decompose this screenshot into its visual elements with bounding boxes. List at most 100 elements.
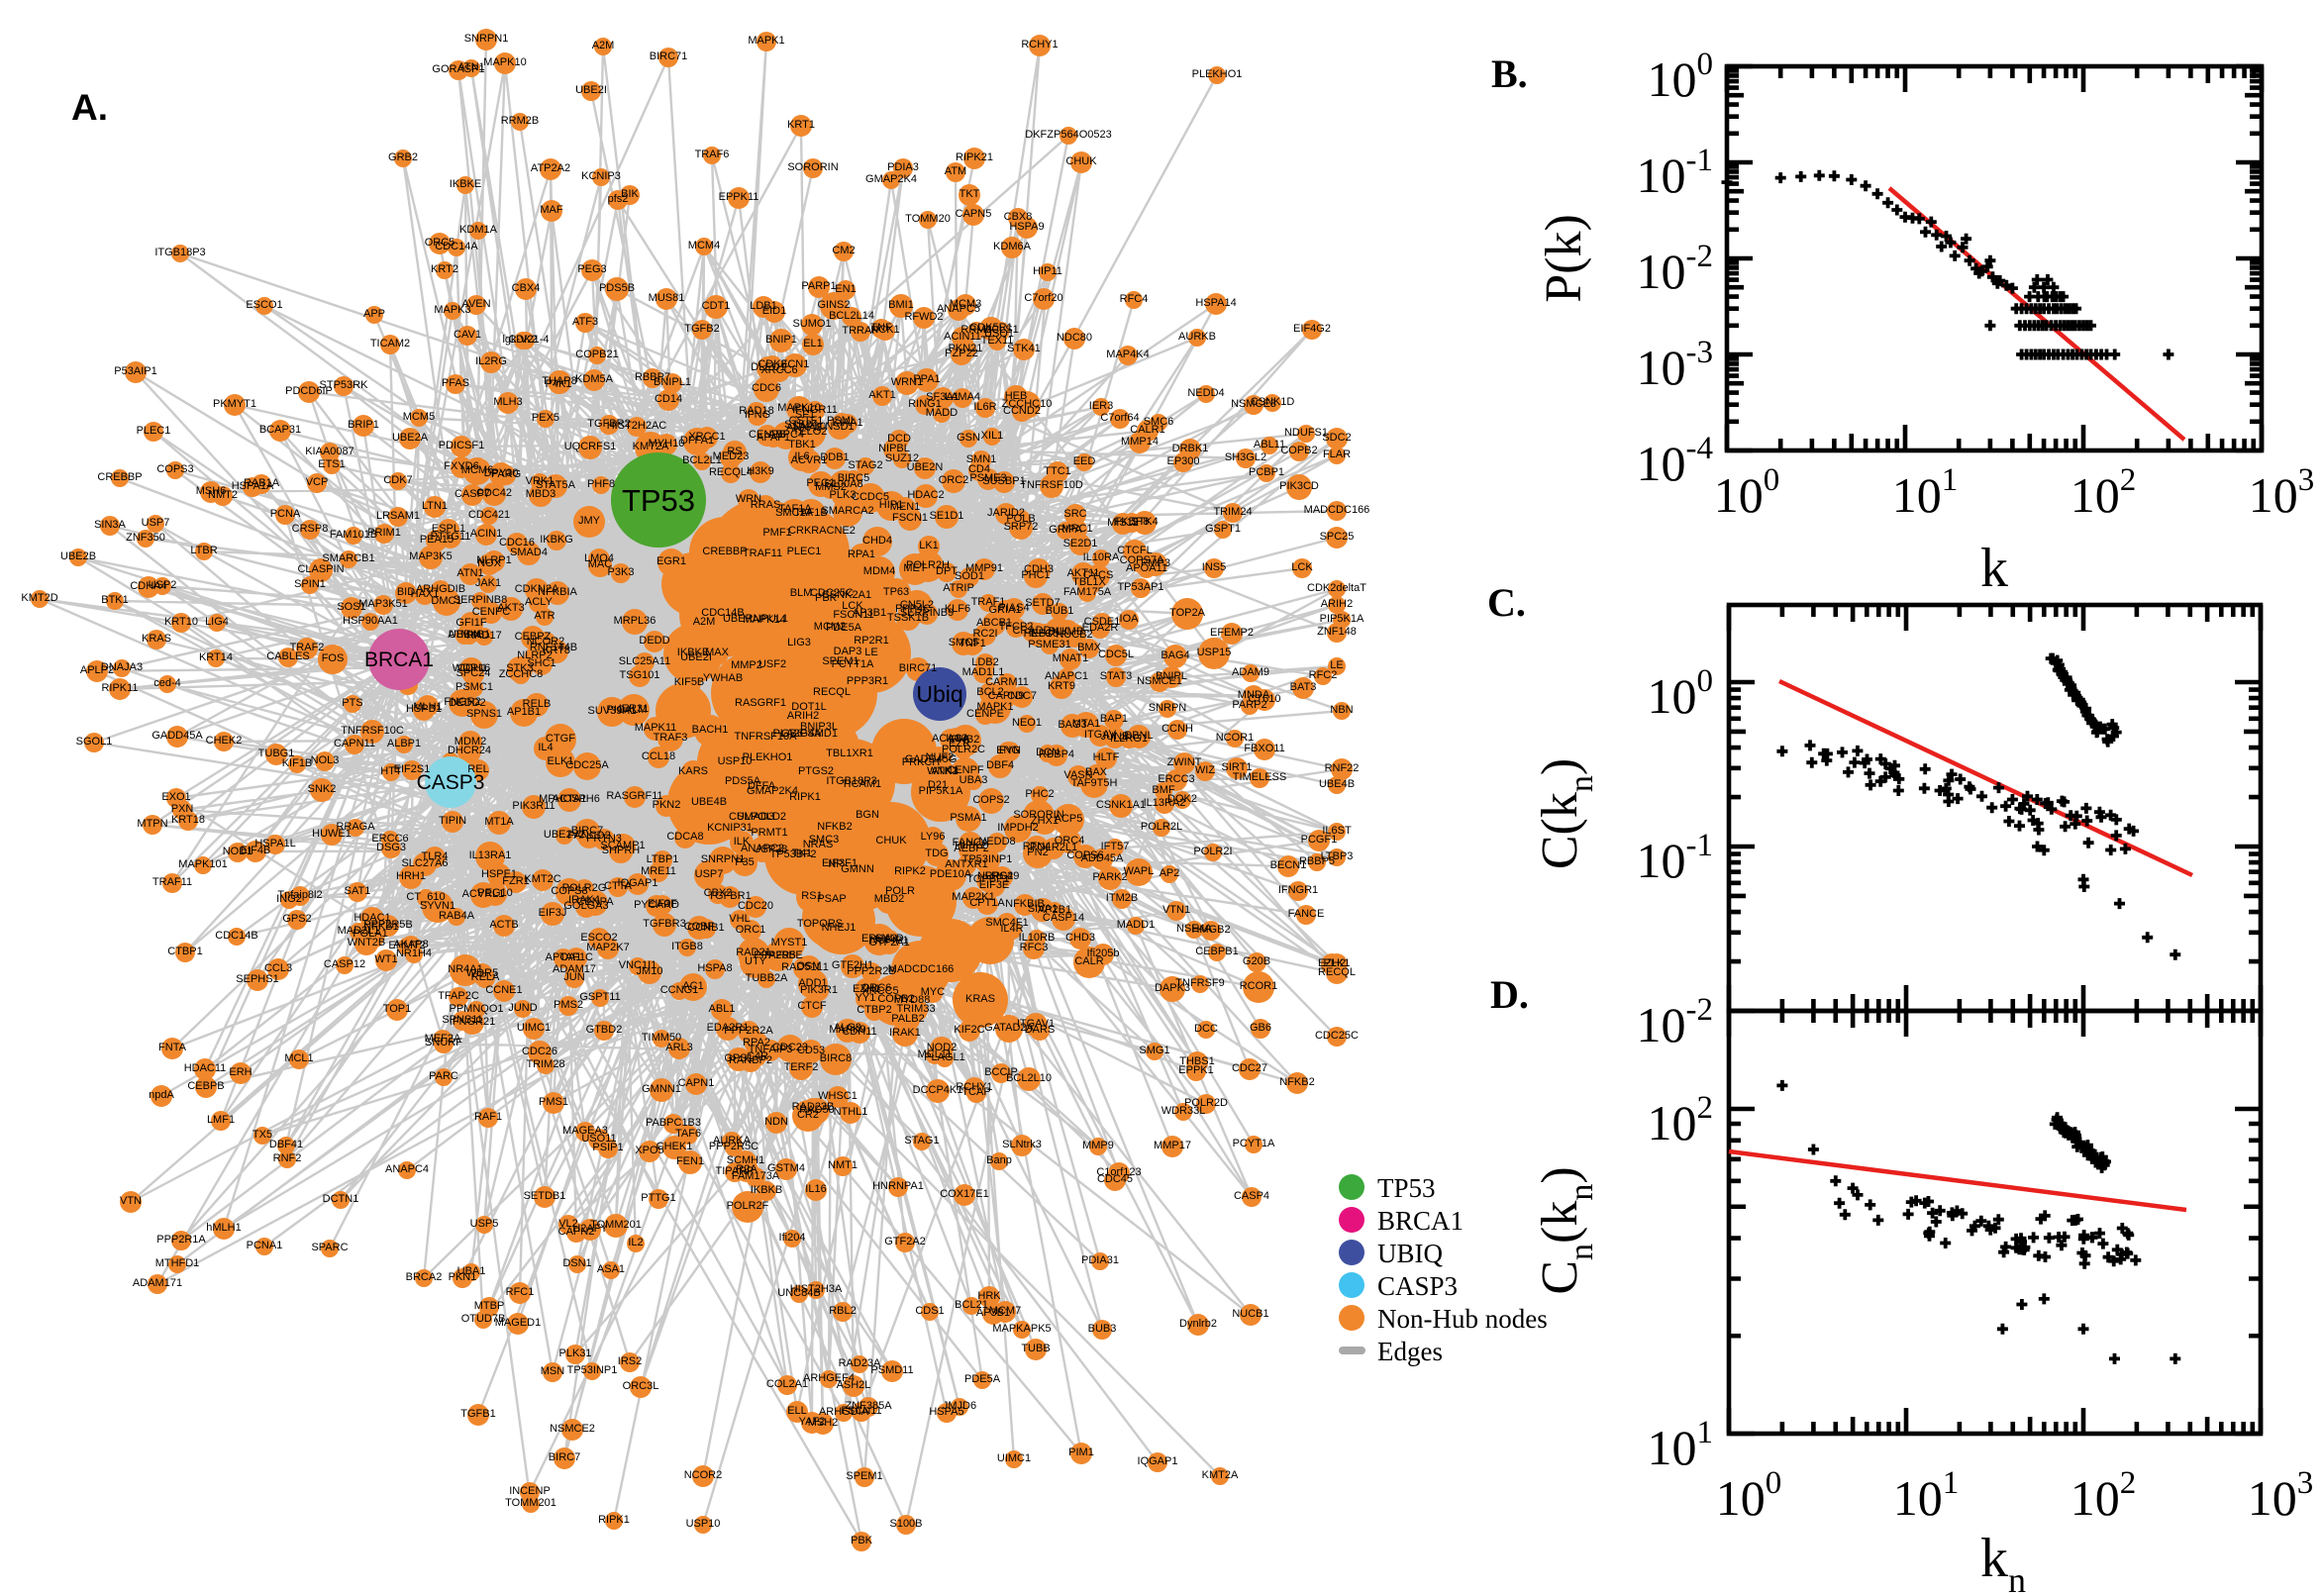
svg-text:DCTN1: DCTN1 — [323, 1193, 359, 1205]
svg-text:TAF6: TAF6 — [675, 1128, 701, 1140]
svg-text:NEDD8: NEDD8 — [978, 836, 1015, 848]
svg-text:CEBPB1: CEBPB1 — [1195, 946, 1238, 957]
svg-text:PLEC1: PLEC1 — [137, 425, 171, 437]
svg-text:TNFRSF10D: TNFRSF10D — [1020, 479, 1083, 491]
svg-text:TRIM24: TRIM24 — [1213, 506, 1252, 518]
svg-text:YWHAB: YWHAB — [703, 672, 743, 684]
svg-text:DKFZP564O0523: DKFZP564O0523 — [1025, 129, 1111, 141]
svg-text:PLEKHO1: PLEKHO1 — [743, 751, 793, 763]
svg-text:IL13RA1: IL13RA1 — [469, 849, 512, 861]
svg-text:ALBP1: ALBP1 — [387, 738, 421, 749]
svg-text:MYD88: MYD88 — [894, 994, 931, 1006]
svg-text:USP15: USP15 — [1197, 647, 1232, 658]
svg-text:APOA11: APOA11 — [1126, 562, 1167, 574]
svg-text:TLR4: TLR4 — [422, 850, 449, 862]
svg-text:FSCN11: FSCN11 — [841, 1405, 881, 1417]
svg-text:PPP2R5C: PPP2R5C — [709, 1141, 758, 1152]
svg-text:IFNG: IFNG — [745, 409, 770, 421]
svg-text:KRT1: KRT1 — [787, 119, 815, 131]
svg-text:INCENP: INCENP — [509, 1485, 551, 1497]
svg-text:COL2A1: COL2A1 — [766, 1378, 808, 1390]
svg-text:DRBK1: DRBK1 — [1172, 443, 1209, 454]
svg-text:CCNG1: CCNG1 — [660, 984, 699, 996]
svg-text:RAB1A: RAB1A — [244, 477, 280, 489]
svg-text:WDR5: WDR5 — [466, 967, 498, 979]
svg-text:H2AFY: H2AFY — [572, 1223, 608, 1235]
svg-text:TNFRSF10A: TNFRSF10A — [735, 731, 798, 743]
svg-text:DOT1L: DOT1L — [791, 701, 826, 713]
svg-text:LK1: LK1 — [919, 540, 939, 551]
svg-text:IL13RA2: IL13RA2 — [1144, 797, 1186, 809]
svg-text:IER3: IER3 — [1089, 400, 1113, 412]
svg-text:MTPN: MTPN — [137, 818, 167, 830]
svg-text:EDA2R1: EDA2R1 — [707, 1022, 750, 1034]
svg-text:CDH3: CDH3 — [1024, 563, 1054, 575]
svg-text:PXN: PXN — [171, 803, 194, 815]
svg-text:SUMO1: SUMO1 — [792, 318, 831, 330]
svg-text:BIRC71: BIRC71 — [650, 50, 688, 62]
svg-text:MAP2K1: MAP2K1 — [952, 891, 994, 903]
svg-text:TERF2: TERF2 — [784, 1061, 819, 1073]
svg-text:CDK7: CDK7 — [383, 474, 412, 486]
svg-text:MAP3K5: MAP3K5 — [409, 550, 452, 562]
svg-text:FEN1: FEN1 — [676, 1155, 704, 1167]
svg-text:GADD45A: GADD45A — [152, 730, 203, 742]
svg-text:MNAT1: MNAT1 — [1053, 652, 1088, 664]
svg-text:TGFB1: TGFB1 — [460, 1408, 495, 1420]
svg-text:DARS: DARS — [1025, 1024, 1056, 1036]
svg-text:DSN1: DSN1 — [562, 1257, 591, 1269]
svg-text:CTTA: CTTA — [604, 880, 633, 892]
svg-text:PEA15: PEA15 — [420, 534, 454, 546]
svg-text:SMC5: SMC5 — [949, 637, 979, 648]
svg-text:BMF: BMF — [1152, 784, 1175, 796]
svg-text:UBE2B: UBE2B — [60, 550, 96, 562]
svg-text:TRAF3: TRAF3 — [654, 732, 688, 744]
svg-text:CAPN11: CAPN11 — [334, 738, 375, 749]
svg-text:FOS: FOS — [322, 652, 345, 664]
svg-text:P35: P35 — [735, 856, 755, 868]
svg-text:UIMC1: UIMC1 — [517, 1022, 551, 1034]
svg-text:ITGB8: ITGB8 — [671, 941, 703, 952]
svg-text:PPA1: PPA1 — [913, 373, 940, 385]
svg-text:RCOR1: RCOR1 — [1240, 980, 1278, 992]
svg-text:MADCDC166: MADCDC166 — [888, 963, 955, 975]
svg-text:PCNA: PCNA — [270, 508, 301, 520]
svg-text:BIRC7: BIRC7 — [549, 1451, 580, 1463]
svg-text:CT_610: CT_610 — [406, 891, 445, 903]
svg-text:KCNIP3: KCNIP3 — [581, 170, 621, 182]
svg-text:NP: NP — [828, 858, 843, 870]
svg-text:TICAM1: TICAM1 — [842, 778, 881, 790]
svg-text:UBE4B: UBE4B — [691, 796, 727, 808]
svg-text:GPS2: GPS2 — [282, 913, 311, 925]
svg-text:FSCN1: FSCN1 — [892, 512, 928, 524]
svg-text:PMS1: PMS1 — [539, 1096, 568, 1108]
svg-text:RASGRF1: RASGRF1 — [735, 697, 786, 709]
svg-text:ARHGDIB: ARHGDIB — [416, 583, 465, 595]
svg-text:MLH3: MLH3 — [493, 396, 522, 408]
svg-text:SDC2: SDC2 — [1322, 432, 1351, 444]
svg-text:BCL2L1: BCL2L1 — [682, 454, 722, 466]
svg-text:BNIPL: BNIPL — [1156, 670, 1187, 682]
svg-text:IL10RB: IL10RB — [1019, 932, 1056, 944]
svg-text:MYH10: MYH10 — [649, 438, 685, 449]
svg-text:FANCE: FANCE — [1288, 908, 1325, 920]
svg-text:Banp: Banp — [986, 1154, 1012, 1166]
svg-text:MYST1: MYST1 — [771, 937, 808, 948]
svg-text:ADAM17: ADAM17 — [553, 963, 596, 975]
svg-text:ERCC6: ERCC6 — [371, 833, 408, 845]
svg-text:UBE2A: UBE2A — [392, 432, 429, 444]
svg-text:RELB: RELB — [523, 698, 552, 710]
svg-text:TK1: TK1 — [792, 848, 812, 859]
svg-text:RECQL: RECQL — [1318, 966, 1356, 978]
svg-text:CDC25A: CDC25A — [565, 759, 609, 771]
svg-text:NSD1: NSD1 — [825, 421, 854, 433]
svg-text:MCM3: MCM3 — [950, 298, 981, 310]
svg-text:POLR2L: POLR2L — [1141, 821, 1182, 833]
svg-text:IL2RG: IL2RG — [475, 355, 507, 367]
svg-text:PEG3: PEG3 — [577, 263, 606, 275]
svg-text:MADD1: MADD1 — [1117, 919, 1156, 931]
svg-text:ANAPC2: ANAPC2 — [741, 843, 784, 854]
svg-text:TX5: TX5 — [252, 1129, 272, 1141]
svg-text:TP53: TP53 — [622, 483, 695, 518]
svg-text:SMN1: SMN1 — [966, 453, 997, 465]
